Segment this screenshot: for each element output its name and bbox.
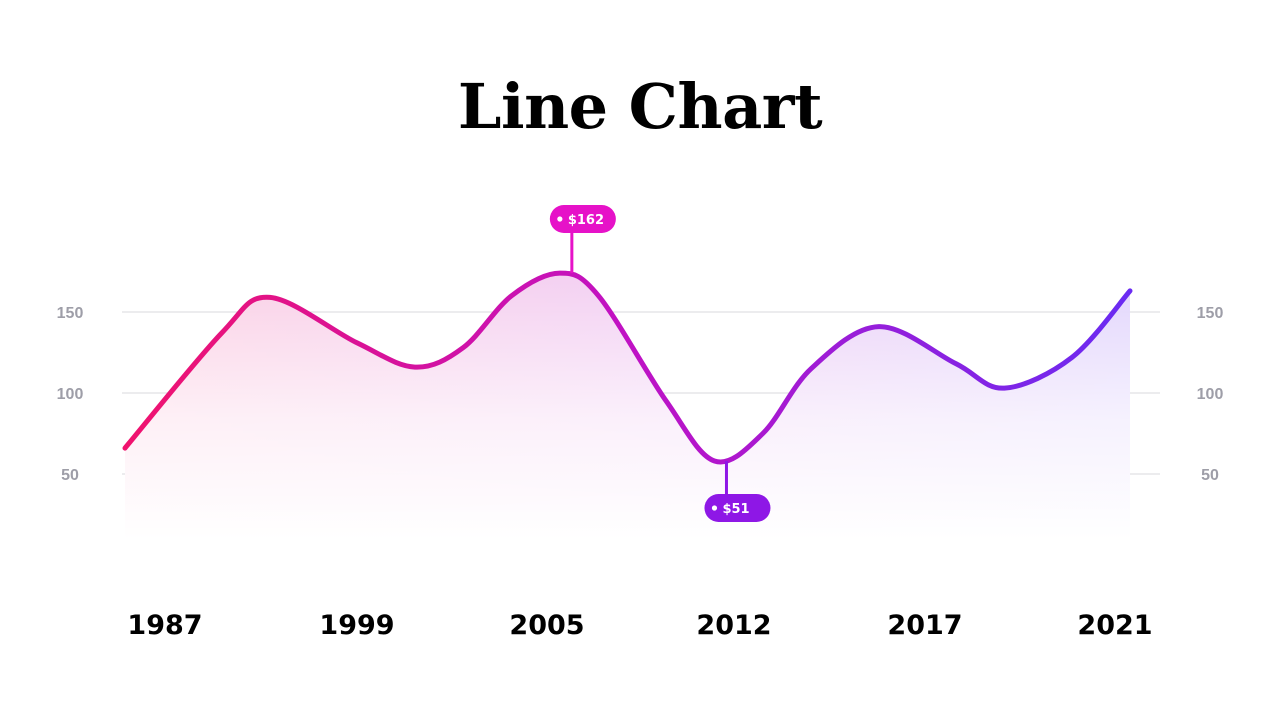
y-tick-label-right-150: 150 xyxy=(1197,305,1224,322)
series-area-fade xyxy=(125,273,1130,540)
x-tick-label-1987: 1987 xyxy=(127,610,202,641)
y-tick-label-left-150: 150 xyxy=(57,305,84,322)
chart-title: Line Chart xyxy=(457,70,823,143)
x-tick-label-2017: 2017 xyxy=(887,610,962,641)
y-tick-label-left-100: 100 xyxy=(57,386,84,403)
callout-dot xyxy=(557,216,563,222)
x-tick-label-2012: 2012 xyxy=(696,610,771,641)
callout-1: $51 xyxy=(704,461,771,522)
y-tick-label-right-100: 100 xyxy=(1197,386,1224,403)
x-tick-label-2005: 2005 xyxy=(509,610,584,641)
x-tick-label-1999: 1999 xyxy=(319,610,394,641)
y-tick-label-right-50: 50 xyxy=(1201,467,1219,484)
series-line xyxy=(122,270,1133,465)
callout-pill xyxy=(704,494,771,522)
x-tick-label-2021: 2021 xyxy=(1077,610,1152,641)
y-tick-label-left-50: 50 xyxy=(61,467,79,484)
callout-0: $162 xyxy=(549,205,616,274)
callout-dot xyxy=(711,505,718,511)
callout-pill xyxy=(549,205,616,233)
callout-label: $51 xyxy=(722,502,749,517)
callout-label: $162 xyxy=(568,213,604,228)
